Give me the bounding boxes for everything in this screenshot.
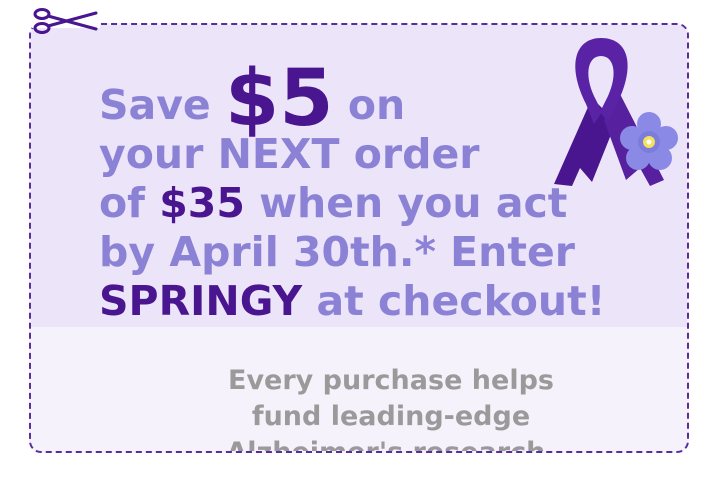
headline-checkout-text: at checkout!	[302, 277, 606, 325]
awareness-ribbon-icon	[554, 38, 678, 186]
headline-act-text: when you act	[244, 179, 568, 227]
promo-headline: Save $5 on your NEXT order of $35 when y…	[99, 60, 605, 326]
headline-on-text: on	[333, 81, 406, 129]
headline-of-text: of	[99, 179, 160, 227]
headline-save-text: Save	[99, 81, 226, 129]
minimum-order-amount: $35	[159, 179, 245, 227]
headline-line-4: by April 30th.* Enter	[99, 228, 575, 276]
promo-code: SPRINGY	[99, 277, 303, 325]
headline-line-3: of $35 when you act	[99, 179, 605, 228]
scissors-icon	[32, 8, 100, 34]
research-message: Every purchase helps fund leading-edge A…	[161, 363, 621, 453]
research-message-line-1: Every purchase helps	[228, 365, 554, 396]
headline-line-1: Save $5 on	[99, 60, 605, 138]
forget-me-not-flower-icon	[620, 112, 678, 170]
research-message-line-2: fund leading-edge	[251, 401, 531, 432]
headline-line-2: your NEXT order	[99, 130, 480, 178]
headline-line-5: SPRINGY at checkout!	[99, 277, 605, 326]
coupon-card: Save $5 on your NEXT order of $35 when y…	[29, 23, 689, 453]
discount-amount: $5	[225, 54, 334, 144]
research-message-line-3: Alzheimer's research.	[226, 437, 556, 453]
